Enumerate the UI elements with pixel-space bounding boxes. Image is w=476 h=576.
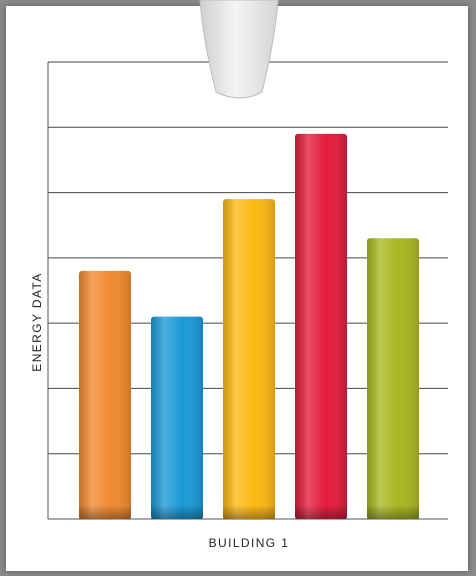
bars (79, 133, 419, 520)
bar-base-shadow (79, 505, 131, 519)
bar-highlight (151, 316, 203, 519)
bar-base-shadow (295, 505, 347, 519)
bar-4 (295, 133, 347, 520)
bar-base-shadow (151, 505, 203, 519)
bar-5 (367, 238, 419, 519)
bar-base-shadow (367, 505, 419, 519)
bar-2 (151, 316, 203, 519)
bar-highlight (295, 133, 347, 520)
x-axis-label: BUILDING 1 (208, 536, 290, 550)
bar-highlight (367, 238, 419, 519)
bar-highlight (223, 199, 275, 519)
bar-3 (223, 199, 275, 519)
bar-1 (79, 270, 131, 519)
bar-highlight (79, 270, 131, 519)
y-axis-label: ENERGY DATA (30, 272, 44, 372)
bar-base-shadow (223, 505, 275, 519)
paper-clip-graphic (199, 0, 279, 99)
